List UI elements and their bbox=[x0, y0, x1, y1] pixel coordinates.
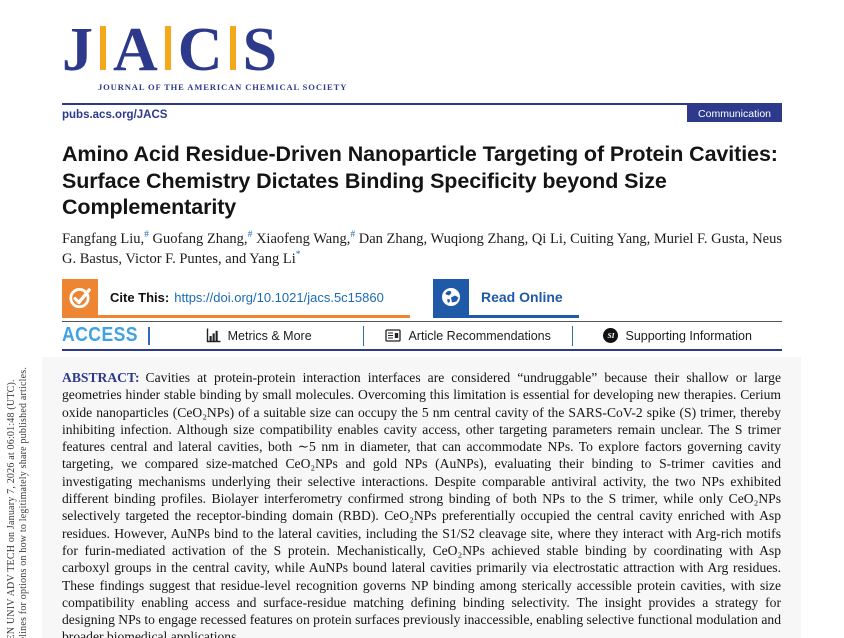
abstract-paragraph: ABSTRACT: Cavities at protein-protein int… bbox=[62, 369, 781, 638]
bar-chart-icon bbox=[206, 328, 221, 343]
header-rule bbox=[62, 103, 782, 105]
author-segment: Guofang Zhang,# bbox=[148, 230, 253, 247]
jacs-logo: J A C S JOURNAL OF THE AMERICAN CHEMICAL… bbox=[62, 18, 347, 92]
nav-item-label: Article Recommendations bbox=[408, 328, 551, 343]
abstract-label: ABSTRACT: bbox=[62, 370, 140, 385]
abstract-box: ABSTRACT: Cavities at protein-protein int… bbox=[42, 357, 801, 638]
cite-check-icon bbox=[62, 279, 98, 315]
author-affiliation-mark: # bbox=[144, 230, 149, 241]
cite-this-label: Cite This: bbox=[110, 289, 170, 305]
jacs-logo-letters: J A C S bbox=[62, 18, 347, 82]
article-nav-bar: ACCESS Metrics & More Article Recommenda… bbox=[62, 321, 782, 351]
nav-item-label: Metrics & More bbox=[227, 328, 312, 343]
read-online-label: Read Online bbox=[481, 289, 563, 305]
author-name: Xiaofeng Wang, bbox=[252, 231, 351, 247]
logo-gold-bar bbox=[100, 26, 106, 70]
author-list: Fangfang Liu,# Guofang Zhang,# Xiaofeng … bbox=[62, 229, 786, 269]
author-name: Fangfang Liu, bbox=[62, 231, 145, 247]
logo-gold-bar bbox=[164, 26, 171, 70]
author-name: Dan Zhang, Wuqiong Zhang, Qi Li, Cuiting… bbox=[62, 231, 783, 267]
logo-letter-j: J bbox=[62, 16, 93, 84]
nav-item-label: Supporting Information bbox=[625, 328, 752, 343]
doi-link[interactable]: https://doi.org/10.1021/jacs.5c15860 bbox=[174, 289, 384, 305]
logo-gold-bar bbox=[229, 26, 236, 70]
author-affiliation-mark: # bbox=[350, 230, 356, 241]
author-segment: Fangfang Liu,# bbox=[62, 230, 149, 247]
globe-icon bbox=[433, 279, 469, 315]
access-divider bbox=[148, 326, 151, 345]
author-name: Guofang Zhang, bbox=[148, 231, 248, 247]
article-type-badge: Communication bbox=[687, 105, 782, 122]
access-link[interactable]: ACCESS bbox=[62, 324, 138, 346]
sidebar-sharing-notice-line2: guidelines for options on how to legitim… bbox=[18, 366, 29, 638]
nav-item-article-recommendations[interactable]: Article Recommendations bbox=[364, 328, 573, 343]
logo-letter-c: C bbox=[177, 16, 223, 84]
nav-separator bbox=[362, 325, 364, 346]
author-segment: Dan Zhang, Wuqiong Zhang, Qi Li, Cuiting… bbox=[62, 231, 782, 267]
article-title: Amino Acid Residue-Driven Nanoparticle T… bbox=[62, 142, 778, 219]
author-affiliation-mark: # bbox=[247, 230, 253, 241]
cite-this-bar: Cite This: https://doi.org/10.1021/jacs.5… bbox=[62, 279, 410, 318]
cite-this-text: Cite This: https://doi.org/10.1021/jacs.5… bbox=[98, 290, 384, 305]
nav-item-supporting-information[interactable]: SI Supporting Information bbox=[573, 328, 782, 343]
logo-letter-a: A bbox=[113, 16, 158, 84]
nav-item-metrics[interactable]: Metrics & More bbox=[154, 328, 363, 343]
corresponding-author-mark[interactable]: * bbox=[295, 250, 301, 261]
pubs-site-link[interactable]: pubs.acs.org/JACS bbox=[62, 109, 168, 121]
logo-letter-s: S bbox=[242, 16, 278, 84]
author-segment: Xiaofeng Wang,# bbox=[252, 230, 356, 247]
journal-tagline: JOURNAL OF THE AMERICAN CHEMICAL SOCIETY bbox=[98, 82, 348, 92]
nav-separator bbox=[572, 325, 574, 346]
si-icon: SI bbox=[603, 328, 619, 343]
sidebar-download-notice-line1: HEN UNIV ADV TECH on January 7, 2026 at … bbox=[6, 379, 17, 638]
read-online-button[interactable]: Read Online bbox=[433, 279, 579, 318]
abstract-text: Cavities at protein-protein interaction … bbox=[62, 370, 781, 638]
article-recommendations-icon bbox=[385, 329, 402, 342]
